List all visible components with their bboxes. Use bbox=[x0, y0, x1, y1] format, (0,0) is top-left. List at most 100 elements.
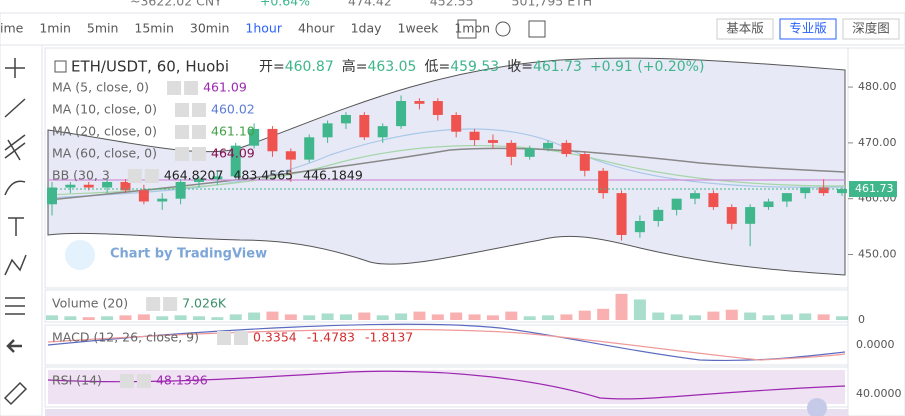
candle-body bbox=[671, 198, 682, 210]
candle-body bbox=[487, 140, 498, 143]
indicator-close[interactable] bbox=[234, 331, 248, 345]
pattern-tool[interactable] bbox=[4, 254, 27, 276]
candle-body bbox=[359, 114, 370, 138]
version-label: 专业版 bbox=[789, 21, 827, 36]
scroll-button[interactable] bbox=[807, 398, 827, 416]
ma-line bbox=[47, 147, 846, 201]
screenshot-icon[interactable] bbox=[528, 20, 546, 38]
brush-tool[interactable] bbox=[4, 180, 26, 196]
interval-button[interactable]: 30min bbox=[190, 21, 229, 36]
candle-body bbox=[524, 148, 535, 157]
indicator-value: 0.3354 bbox=[253, 330, 297, 345]
candle-body bbox=[469, 131, 480, 141]
indicator-close[interactable] bbox=[184, 81, 199, 95]
indicator-close[interactable] bbox=[192, 147, 207, 161]
ticker-stat: 452.55 bbox=[430, 0, 474, 9]
indicator-settings[interactable] bbox=[146, 297, 161, 311]
volume-bar bbox=[762, 315, 775, 320]
indicator-close[interactable] bbox=[192, 125, 207, 139]
volume-bar bbox=[266, 311, 279, 320]
version-button[interactable] bbox=[842, 18, 900, 40]
last-price-tag bbox=[849, 181, 897, 198]
volume-bar bbox=[431, 314, 444, 320]
back-tool[interactable] bbox=[6, 339, 22, 353]
volume-bar bbox=[523, 316, 536, 320]
volume-bar bbox=[817, 314, 830, 320]
cross-tool[interactable] bbox=[5, 58, 25, 78]
indicator-settings[interactable] bbox=[175, 125, 190, 139]
indicator-name: BB (30, 3 bbox=[52, 168, 110, 183]
indicator-close[interactable] bbox=[144, 169, 159, 183]
toolbar-icons[interactable] bbox=[457, 19, 546, 39]
measure-tool[interactable] bbox=[5, 297, 25, 315]
candle-body bbox=[47, 187, 57, 205]
candle-body bbox=[543, 142, 554, 149]
candle-body bbox=[120, 181, 131, 191]
volume-bar bbox=[597, 308, 610, 320]
fib-tool[interactable] bbox=[4, 134, 26, 161]
indicator-settings[interactable] bbox=[175, 147, 190, 161]
interval-button[interactable]: 1min bbox=[39, 21, 71, 36]
indicator-name: MA (10, close, 0) bbox=[52, 102, 157, 117]
interval-button[interactable]: 1week bbox=[398, 21, 440, 36]
indicator-value: 461.09 bbox=[203, 80, 247, 95]
indicator-settings[interactable] bbox=[175, 103, 190, 117]
interval-button[interactable]: 5min bbox=[87, 21, 119, 36]
indicator-close[interactable] bbox=[163, 297, 178, 311]
volume-bar bbox=[486, 315, 499, 320]
volume-bar bbox=[82, 317, 95, 320]
indicator-name: MACD (12, 26, close, 9) bbox=[52, 330, 199, 345]
candle-body bbox=[653, 209, 664, 222]
change: +0.91 (+0.20%) bbox=[590, 59, 704, 75]
interval-button[interactable]: 15min bbox=[134, 21, 173, 36]
volume-bar bbox=[615, 293, 628, 320]
indicator-close[interactable] bbox=[136, 374, 151, 388]
tradingview-logo bbox=[65, 240, 95, 270]
collapse-box[interactable] bbox=[54, 60, 67, 73]
interval-button[interactable]: 4hour bbox=[298, 21, 335, 36]
interval-button[interactable]: 1mon bbox=[454, 21, 490, 36]
ruler-tool[interactable] bbox=[3, 381, 28, 406]
version-button[interactable] bbox=[779, 18, 837, 40]
candle-body bbox=[193, 179, 204, 182]
indicator-value: -1.4783 bbox=[307, 330, 355, 345]
interval-button[interactable]: ime bbox=[0, 21, 24, 36]
volume-bar bbox=[578, 310, 591, 320]
candle-body bbox=[763, 201, 774, 208]
candle-body bbox=[800, 187, 811, 194]
drawing-tools[interactable] bbox=[3, 58, 28, 406]
indicator-value: 446.1849 bbox=[303, 168, 363, 183]
line-tool[interactable] bbox=[4, 98, 26, 118]
indicator-settings[interactable] bbox=[167, 81, 182, 95]
volume-bar bbox=[46, 315, 58, 320]
price-tick-label: 450.00 bbox=[858, 248, 897, 261]
macd-axis-label: 0.0000 bbox=[856, 338, 895, 351]
interval-button[interactable]: 1day bbox=[351, 21, 383, 36]
text-tool[interactable] bbox=[8, 217, 24, 236]
candle-body bbox=[377, 126, 388, 138]
indicator-name: RSI (14) bbox=[52, 373, 102, 388]
indicator-name: MA (20, close, 0) bbox=[52, 124, 157, 139]
candle-body bbox=[396, 101, 407, 127]
bottom-pane bbox=[45, 409, 848, 416]
price-axis bbox=[847, 47, 905, 416]
volume-bar bbox=[321, 313, 334, 320]
volume-bar bbox=[413, 311, 426, 320]
indicator-settings[interactable] bbox=[127, 169, 142, 183]
volume-bar bbox=[119, 315, 132, 320]
indicator-value: 48.1396 bbox=[156, 373, 208, 388]
indicator-close[interactable] bbox=[192, 103, 207, 117]
volume-bar bbox=[156, 316, 169, 320]
version-button[interactable] bbox=[716, 18, 774, 40]
settings-icon[interactable] bbox=[495, 21, 511, 37]
indicator-icon[interactable] bbox=[457, 19, 477, 39]
interval-button[interactable]: 1hour bbox=[245, 21, 282, 36]
ohlc-value: 463.05 bbox=[367, 59, 416, 75]
indicator-value: 460.02 bbox=[211, 102, 255, 117]
ticker-stat: 474.42 bbox=[348, 0, 392, 9]
volume-bar bbox=[192, 316, 205, 320]
volume-bar bbox=[64, 316, 77, 320]
indicator-settings[interactable] bbox=[217, 331, 231, 345]
volume-bar bbox=[395, 313, 408, 320]
indicator-settings[interactable] bbox=[119, 374, 134, 388]
